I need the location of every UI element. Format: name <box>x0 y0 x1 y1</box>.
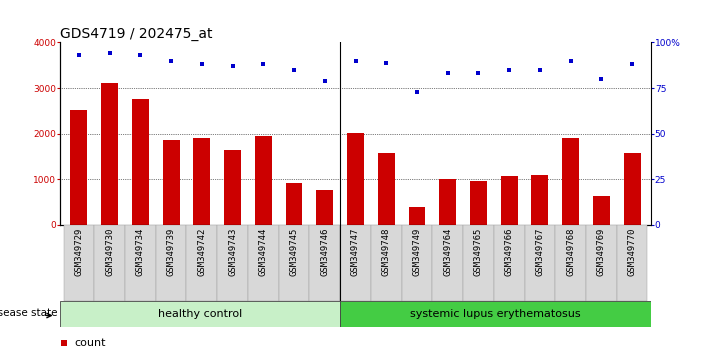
Text: GSM349766: GSM349766 <box>505 228 513 276</box>
Text: GSM349739: GSM349739 <box>166 228 176 276</box>
Text: disease state: disease state <box>0 308 58 318</box>
Point <box>257 62 269 67</box>
Point <box>289 67 300 73</box>
Point <box>503 67 515 73</box>
Text: systemic lupus erythematosus: systemic lupus erythematosus <box>410 309 581 319</box>
Point <box>534 67 545 73</box>
Bar <box>531 175 548 225</box>
Bar <box>309 225 340 301</box>
Bar <box>463 225 494 301</box>
Bar <box>586 225 616 301</box>
Text: GSM349730: GSM349730 <box>105 228 114 276</box>
Text: GSM349745: GSM349745 <box>289 228 299 276</box>
Bar <box>248 225 279 301</box>
Point <box>264 280 276 286</box>
Text: healthy control: healthy control <box>158 309 242 319</box>
Text: GDS4719 / 202475_at: GDS4719 / 202475_at <box>60 28 213 41</box>
Bar <box>409 207 425 225</box>
Point <box>473 71 484 76</box>
Bar <box>95 225 125 301</box>
Bar <box>432 225 463 301</box>
Bar <box>193 138 210 225</box>
Point <box>565 58 577 64</box>
Text: GSM349768: GSM349768 <box>566 228 575 276</box>
Bar <box>378 153 395 225</box>
Text: GSM349744: GSM349744 <box>259 228 268 276</box>
Text: count: count <box>75 338 106 348</box>
Bar <box>340 225 371 301</box>
Bar <box>60 301 340 327</box>
Bar <box>63 225 95 301</box>
Point <box>380 60 392 65</box>
Bar <box>616 225 648 301</box>
Text: GSM349743: GSM349743 <box>228 228 237 276</box>
Text: GSM349748: GSM349748 <box>382 228 391 276</box>
Point <box>626 62 638 67</box>
Bar <box>501 177 518 225</box>
Point <box>227 63 238 69</box>
Text: GSM349734: GSM349734 <box>136 228 145 276</box>
Point <box>596 76 607 82</box>
Text: GSM349767: GSM349767 <box>535 228 545 276</box>
Text: GSM349746: GSM349746 <box>320 228 329 276</box>
Bar <box>286 183 302 225</box>
Bar <box>470 181 487 225</box>
Bar <box>163 139 180 225</box>
Bar <box>186 225 217 301</box>
Bar <box>525 225 555 301</box>
Text: GSM349742: GSM349742 <box>198 228 206 276</box>
Bar <box>224 150 241 225</box>
Text: GSM349769: GSM349769 <box>597 228 606 276</box>
Text: GSM349749: GSM349749 <box>412 228 422 276</box>
Point <box>166 58 177 64</box>
Text: GSM349764: GSM349764 <box>443 228 452 276</box>
Bar <box>101 83 118 225</box>
Bar <box>371 225 402 301</box>
Bar <box>555 225 586 301</box>
Bar <box>70 110 87 225</box>
Bar <box>562 138 579 225</box>
Bar <box>217 225 248 301</box>
Bar <box>255 136 272 225</box>
Bar <box>316 190 333 225</box>
Bar <box>156 225 186 301</box>
Point <box>104 51 115 56</box>
Point <box>350 58 361 64</box>
Point <box>73 52 85 58</box>
Bar <box>132 99 149 225</box>
Text: GSM349765: GSM349765 <box>474 228 483 276</box>
Bar <box>624 153 641 225</box>
Bar <box>340 301 651 327</box>
Text: GSM349747: GSM349747 <box>351 228 360 276</box>
Bar <box>279 225 309 301</box>
Point <box>411 89 422 95</box>
Text: GSM349729: GSM349729 <box>75 228 83 276</box>
Point <box>264 72 276 77</box>
Bar <box>125 225 156 301</box>
Bar <box>593 196 610 225</box>
Bar <box>439 179 456 225</box>
Point <box>196 62 208 67</box>
Bar <box>494 225 525 301</box>
Point <box>134 52 146 58</box>
Text: GSM349770: GSM349770 <box>628 228 636 276</box>
Point <box>442 71 454 76</box>
Point <box>319 78 331 84</box>
Bar <box>402 225 432 301</box>
Bar <box>347 133 364 225</box>
